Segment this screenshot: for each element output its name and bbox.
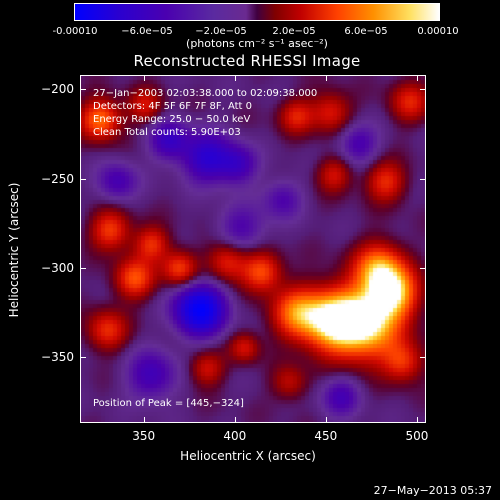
x-tick-mark	[416, 417, 418, 423]
heatmap-image	[81, 76, 425, 422]
y-tick-label: −200	[41, 82, 74, 97]
chart-title: Reconstructed RHESSI Image	[133, 52, 361, 70]
colorbar-tick-label: −2.0e−05	[195, 26, 247, 37]
y-tick-mark	[80, 89, 86, 91]
y-tick-mark	[80, 267, 86, 269]
y-tick-mark	[80, 356, 86, 358]
y-tick-mark	[80, 178, 86, 180]
y-tick-mark	[420, 356, 426, 358]
peak-position-text: Position of Peak = [445,−324]	[93, 398, 244, 409]
x-tick-mark	[325, 417, 327, 423]
colorbar-tick-label: −6.0e−05	[121, 26, 173, 37]
x-axis-label: Heliocentric X (arcsec)	[180, 449, 316, 463]
colorbar-tick-label: 6.0e−05	[344, 26, 388, 37]
timestamp: 27−May−2013 05:37	[373, 484, 492, 497]
y-tick-mark	[420, 267, 426, 269]
plot-area: 27−Jan−2003 02:03:38.000 to 02:09:38.000…	[80, 75, 426, 423]
y-tick-label: −250	[41, 171, 74, 186]
time-range-text: 27−Jan−2003 02:03:38.000 to 02:09:38.000	[93, 88, 318, 99]
clean-counts-text: Clean Total counts: 5.90E+03	[93, 127, 241, 138]
y-tick-label: −350	[41, 349, 74, 364]
y-tick-mark	[420, 89, 426, 91]
colorbar-unit-label: (photons cm⁻² s⁻¹ asec⁻²)	[186, 37, 328, 50]
x-tick-mark	[234, 75, 236, 81]
energy-range-text: Energy Range: 25.0 − 50.0 keV	[93, 114, 251, 125]
y-tick-mark	[420, 178, 426, 180]
colorbar-gradient	[75, 4, 439, 20]
x-tick-mark	[234, 417, 236, 423]
x-tick-mark	[416, 75, 418, 81]
x-tick-label: 500	[405, 429, 429, 443]
x-tick-label: 450	[314, 429, 338, 443]
colorbar	[74, 3, 440, 21]
y-axis-label: Heliocentric Y (arcsec)	[7, 182, 21, 318]
colorbar-tick-label: 0.00010	[417, 26, 459, 37]
x-tick-label: 400	[223, 429, 247, 443]
x-tick-mark	[143, 75, 145, 81]
y-tick-label: −300	[41, 260, 74, 275]
x-tick-mark	[143, 417, 145, 423]
x-tick-label: 350	[132, 429, 156, 443]
detectors-text: Detectors: 4F 5F 6F 7F 8F, Att 0	[93, 101, 253, 112]
colorbar-tick-label: 2.0e−05	[272, 26, 316, 37]
x-tick-mark	[325, 75, 327, 81]
colorbar-tick-label: -0.00010	[52, 26, 98, 37]
